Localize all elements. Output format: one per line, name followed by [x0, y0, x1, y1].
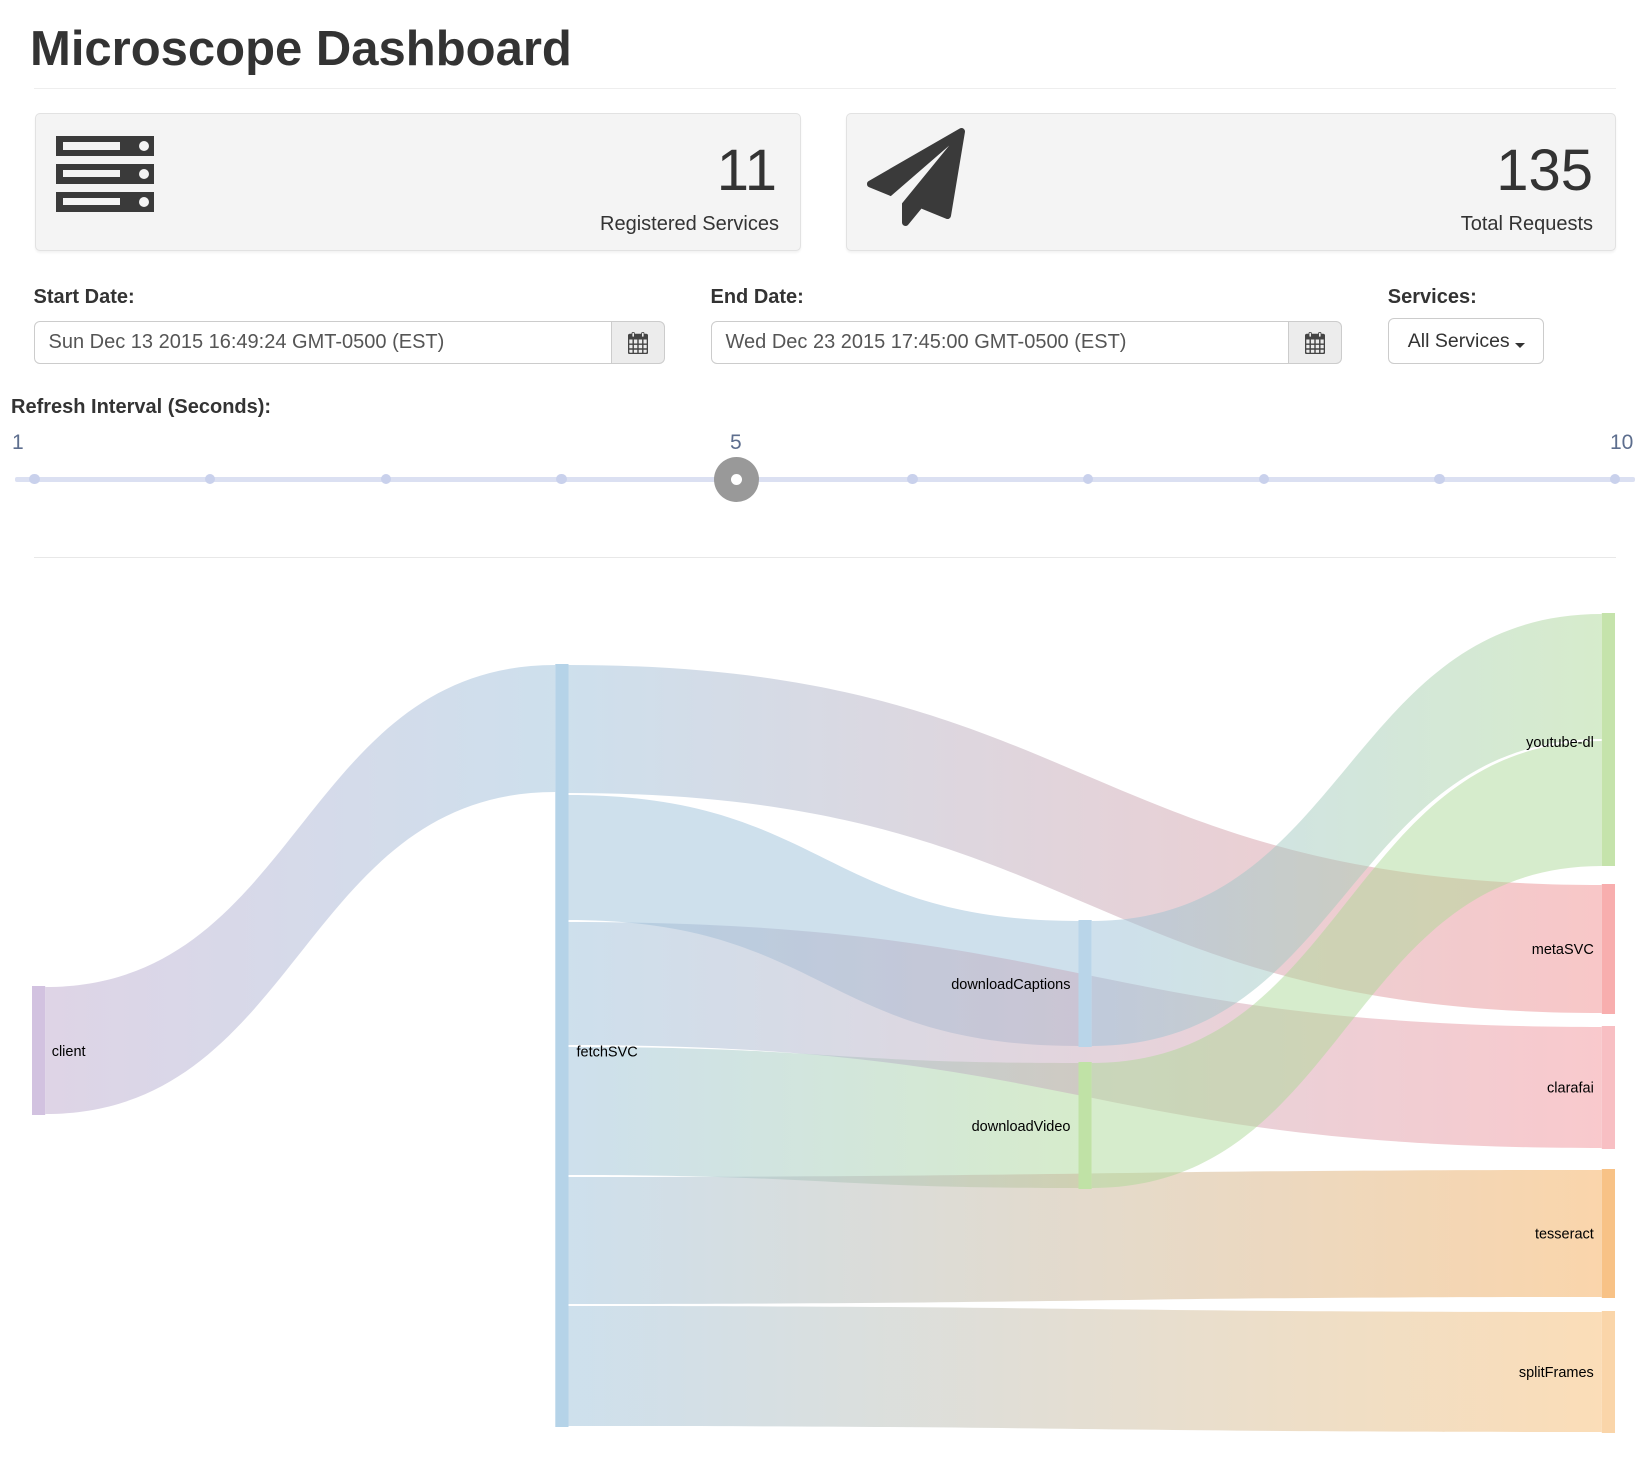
- svg-text:splitFrames: splitFrames: [1519, 1365, 1594, 1381]
- svg-text:youtube-dl: youtube-dl: [1526, 735, 1594, 751]
- svg-text:tesseract: tesseract: [1535, 1227, 1594, 1243]
- svg-text:clarafai: clarafai: [1547, 1081, 1594, 1097]
- svg-text:metaSVC: metaSVC: [1532, 942, 1594, 958]
- svg-text:downloadCaptions: downloadCaptions: [951, 977, 1070, 993]
- svg-text:downloadVideo: downloadVideo: [972, 1119, 1071, 1135]
- svg-text:fetchSVC: fetchSVC: [577, 1045, 638, 1061]
- svg-text:client: client: [52, 1044, 86, 1060]
